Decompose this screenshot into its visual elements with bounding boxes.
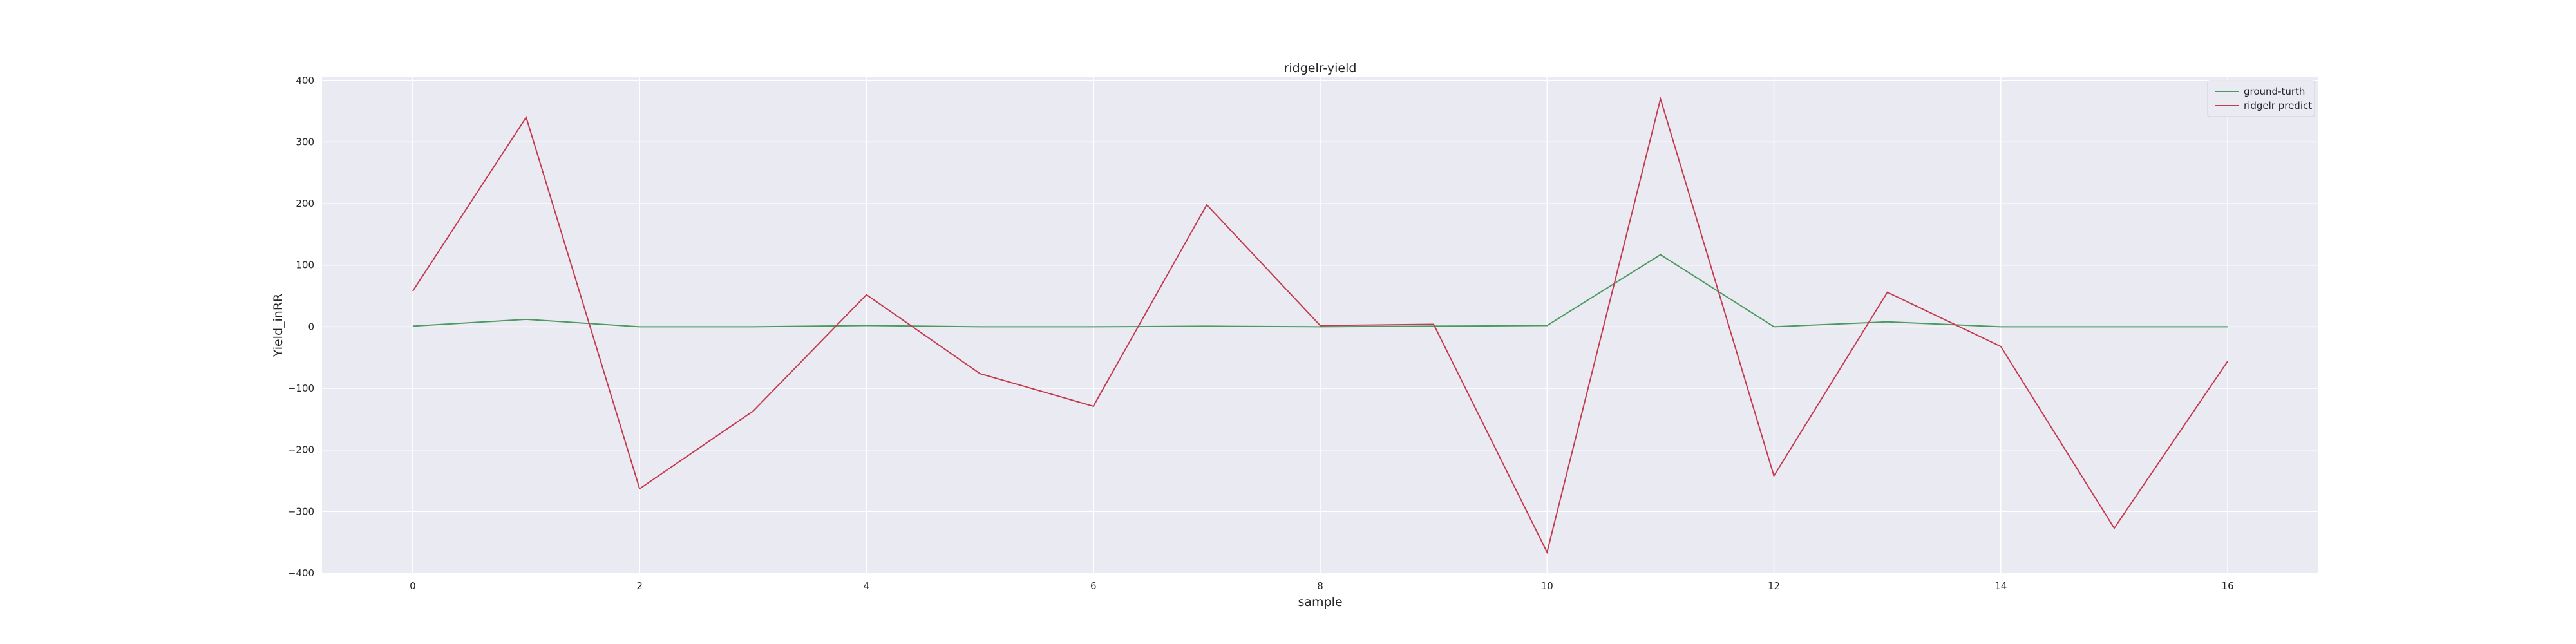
legend-box xyxy=(2207,80,2315,117)
series-line-ridgelr-predict xyxy=(412,96,2228,554)
x-tick-label: 10 xyxy=(1541,580,1553,592)
series-lines xyxy=(412,96,2228,554)
tick-labels: 0 2 4 6 8 10 12 14 16 −400 −300 −200 −100 0 100 200 300 4… xyxy=(288,75,2234,592)
y-tick-label: −400 xyxy=(288,567,314,579)
x-tick-label: 16 xyxy=(2222,580,2234,592)
y-tick-label: −300 xyxy=(288,506,314,517)
y-axis-label: Yield_inRR xyxy=(271,294,285,357)
y-tick-label: −100 xyxy=(288,383,314,394)
y-tick-label: −200 xyxy=(288,444,314,456)
x-tick-label: 12 xyxy=(1768,580,1780,592)
y-tick-label: 100 xyxy=(296,260,314,271)
chart-title: ridgelr-yield xyxy=(1284,61,1357,75)
x-tick-label: 6 xyxy=(1090,580,1097,592)
legend: ground-turth ridgelr predict xyxy=(2207,80,2315,117)
x-tick-label: 14 xyxy=(1994,580,2007,592)
legend-label-ridgelr-predict: ridgelr predict xyxy=(2244,100,2312,111)
series-line-ground-turth xyxy=(412,254,2228,328)
x-axis-label: sample xyxy=(1298,595,1342,609)
x-tick-label: 8 xyxy=(1317,580,1323,592)
y-tick-label: 300 xyxy=(296,136,314,147)
x-tick-label: 0 xyxy=(410,580,416,592)
x-tick-label: 4 xyxy=(864,580,870,592)
legend-label-ground-turth: ground-turth xyxy=(2244,86,2305,97)
x-tick-label: 2 xyxy=(636,580,643,592)
y-tick-label: 400 xyxy=(296,75,314,86)
y-tick-label: 200 xyxy=(296,198,314,209)
y-tick-label: 0 xyxy=(308,321,314,332)
